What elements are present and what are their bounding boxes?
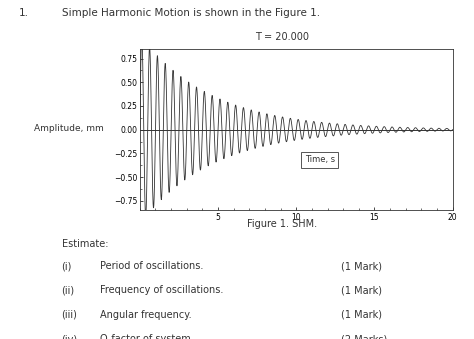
Text: Q-factor of system.: Q-factor of system. (100, 334, 193, 339)
Text: T = 20.000: T = 20.000 (255, 33, 309, 42)
Text: Estimate:: Estimate: (62, 239, 108, 249)
Text: (1 Mark): (1 Mark) (341, 310, 382, 320)
Text: (1 Mark): (1 Mark) (341, 261, 382, 271)
Text: (iii): (iii) (62, 310, 77, 320)
Text: Simple Harmonic Motion is shown in the Figure 1.: Simple Harmonic Motion is shown in the F… (62, 8, 320, 18)
Text: 1.: 1. (19, 8, 29, 18)
Text: Period of oscillations.: Period of oscillations. (100, 261, 203, 271)
Text: (2 Marks): (2 Marks) (341, 334, 388, 339)
Text: Figure 1. SHM.: Figure 1. SHM. (247, 219, 317, 228)
Text: Frequency of oscillations.: Frequency of oscillations. (100, 285, 223, 295)
Text: Amplitude, mm: Amplitude, mm (34, 124, 104, 133)
Text: Angular frequency.: Angular frequency. (100, 310, 191, 320)
Text: Time, s: Time, s (305, 156, 335, 164)
Text: (1 Mark): (1 Mark) (341, 285, 382, 295)
Text: (i): (i) (62, 261, 72, 271)
Text: (ii): (ii) (62, 285, 75, 295)
Text: (iv): (iv) (62, 334, 78, 339)
